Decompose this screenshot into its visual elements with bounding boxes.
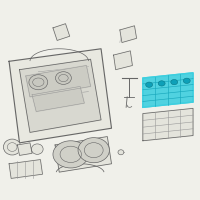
Ellipse shape bbox=[146, 82, 153, 87]
Polygon shape bbox=[9, 160, 43, 178]
Polygon shape bbox=[32, 86, 84, 111]
Polygon shape bbox=[20, 59, 101, 132]
Polygon shape bbox=[53, 24, 70, 40]
Ellipse shape bbox=[118, 150, 124, 155]
Ellipse shape bbox=[171, 79, 178, 85]
Polygon shape bbox=[9, 49, 111, 143]
Ellipse shape bbox=[78, 138, 109, 163]
Polygon shape bbox=[26, 66, 91, 97]
Ellipse shape bbox=[29, 75, 48, 90]
Polygon shape bbox=[114, 51, 132, 70]
Polygon shape bbox=[55, 137, 111, 172]
Polygon shape bbox=[143, 73, 193, 107]
Ellipse shape bbox=[53, 141, 89, 168]
Polygon shape bbox=[17, 143, 32, 155]
Ellipse shape bbox=[3, 139, 21, 155]
Ellipse shape bbox=[31, 144, 43, 154]
Ellipse shape bbox=[55, 72, 71, 84]
Polygon shape bbox=[120, 26, 137, 43]
Ellipse shape bbox=[158, 81, 165, 86]
Polygon shape bbox=[143, 108, 193, 141]
Ellipse shape bbox=[183, 78, 190, 83]
